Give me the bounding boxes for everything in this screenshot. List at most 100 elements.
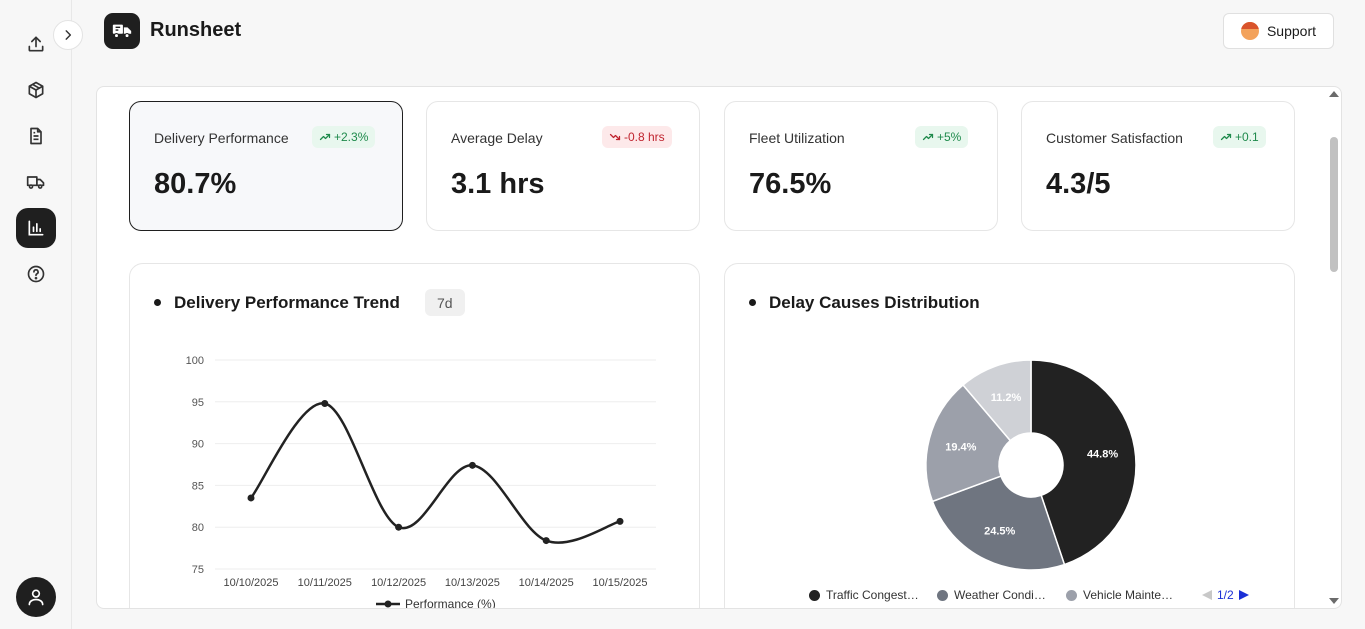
trend-up-icon bbox=[1220, 133, 1232, 141]
data-point bbox=[468, 461, 476, 469]
x-tick-label: 10/14/2025 bbox=[519, 577, 574, 589]
pie-slice bbox=[925, 383, 1012, 503]
y-tick-label: 75 bbox=[192, 564, 204, 576]
legend-swatch bbox=[937, 589, 948, 601]
kpi-card-average-delay[interactable]: Average Delay -0.8 hrs 3.1 hrs bbox=[426, 101, 700, 231]
sidebar-item-upload[interactable] bbox=[16, 24, 56, 64]
app-title: Runsheet bbox=[150, 19, 242, 41]
y-tick-label: 85 bbox=[192, 480, 204, 492]
user-avatar[interactable] bbox=[16, 577, 56, 617]
kpi-change-badge: +5% bbox=[915, 126, 969, 148]
package-icon bbox=[28, 81, 44, 99]
legend-swatch bbox=[1066, 589, 1077, 601]
kpi-change-badge: +0.1 bbox=[1213, 126, 1266, 148]
kpi-value: 4.3/5 bbox=[1046, 168, 1111, 200]
panel-scrollbar[interactable] bbox=[1327, 87, 1341, 608]
kpi-card-delivery-performance[interactable]: Delivery Performance +2.3% 80.7% bbox=[129, 101, 403, 231]
pager-label: 1/2 bbox=[1217, 588, 1234, 602]
sidebar-item-fleet[interactable] bbox=[16, 162, 56, 202]
slice-label: 19.4% bbox=[945, 442, 976, 454]
kpi-label: Delivery Performance bbox=[154, 130, 289, 146]
kpi-change-badge: -0.8 hrs bbox=[602, 126, 672, 148]
pager-prev-icon[interactable] bbox=[1201, 589, 1213, 601]
slice-label: 44.8% bbox=[1087, 448, 1118, 460]
delivery-performance-line-chart: 100 95 90 85 80 75 10/10/2025 10/11/2025 10/12/2… bbox=[186, 355, 656, 609]
sidebar-item-documents[interactable] bbox=[16, 116, 56, 156]
slice-label: 11.2% bbox=[991, 392, 1022, 404]
legend-pager: 1/2 bbox=[1201, 588, 1250, 602]
kpi-value: 76.5% bbox=[749, 168, 832, 200]
y-tick-label: 100 bbox=[186, 355, 204, 367]
legend-label: Performance (%) bbox=[405, 597, 496, 609]
y-tick-label: 95 bbox=[192, 397, 204, 409]
series-line-performance bbox=[250, 402, 621, 544]
legend-label: Traffic Congest… bbox=[826, 588, 919, 602]
kpi-change: +0.1 bbox=[1235, 130, 1259, 144]
sidebar-item-packages[interactable] bbox=[16, 70, 56, 110]
user-icon bbox=[28, 589, 44, 606]
support-avatar-icon bbox=[1240, 22, 1259, 40]
scroll-thumb[interactable] bbox=[1330, 137, 1338, 272]
card-title: Delay Causes Distribution bbox=[769, 293, 980, 312]
x-tick-label: 10/13/2025 bbox=[445, 577, 500, 589]
trend-down-icon bbox=[609, 133, 621, 141]
data-point bbox=[616, 517, 624, 525]
kpi-card-fleet-utilization[interactable]: Fleet Utilization +5% 76.5% bbox=[724, 101, 998, 231]
pie-slice bbox=[961, 359, 1032, 442]
trend-up-icon bbox=[922, 133, 934, 141]
kpi-label: Customer Satisfaction bbox=[1046, 130, 1183, 146]
pie-legend-item[interactable]: Vehicle Mainte… bbox=[1066, 588, 1173, 602]
support-button[interactable]: Support bbox=[1223, 13, 1334, 49]
slice-label: 24.5% bbox=[984, 525, 1015, 537]
sidebar bbox=[0, 0, 72, 629]
x-tick-label: 10/11/2025 bbox=[298, 577, 352, 589]
y-tick-label: 90 bbox=[192, 439, 204, 451]
x-tick-label: 10/12/2025 bbox=[371, 577, 426, 589]
sidebar-item-analytics[interactable] bbox=[16, 208, 56, 248]
sidebar-item-help[interactable] bbox=[16, 254, 56, 294]
pie-slice bbox=[931, 475, 1066, 571]
pie-legend-item[interactable]: Traffic Congest… bbox=[809, 588, 919, 602]
delivery-trend-card: Delivery Performance Trend 7d 100 95 90 85 8… bbox=[129, 263, 700, 609]
help-icon bbox=[27, 265, 45, 283]
scroll-up-arrow[interactable] bbox=[1329, 91, 1339, 97]
legend-label: Weather Condi… bbox=[954, 588, 1046, 602]
data-point bbox=[247, 494, 255, 502]
trend-up-icon bbox=[319, 133, 331, 141]
app-logo bbox=[104, 13, 140, 49]
x-tick-label: 10/15/2025 bbox=[592, 577, 647, 589]
pie-slice bbox=[1030, 359, 1137, 566]
chevron-right-icon bbox=[65, 30, 72, 40]
legend-marker bbox=[384, 600, 392, 608]
delay-causes-pie-chart: 44.8% 24.5% 19.4% 11.2% bbox=[925, 359, 1137, 571]
pie-legend-item[interactable]: Weather Condi… bbox=[937, 588, 1046, 602]
truck-icon bbox=[26, 176, 45, 189]
kpi-value: 3.1 hrs bbox=[451, 168, 545, 200]
pager-next-icon[interactable] bbox=[1238, 589, 1250, 601]
kpi-change-badge: +2.3% bbox=[312, 126, 376, 148]
kpi-label: Fleet Utilization bbox=[749, 130, 845, 146]
kpi-change: +2.3% bbox=[334, 130, 369, 144]
delay-causes-card: Delay Causes Distribution 44.8% 24.5% 19.4… bbox=[724, 263, 1295, 608]
card-title: Delivery Performance Trend bbox=[174, 293, 400, 312]
kpi-value: 80.7% bbox=[154, 168, 237, 200]
card-title-dot bbox=[154, 299, 161, 306]
range-selector[interactable]: 7d bbox=[425, 289, 465, 316]
support-label: Support bbox=[1266, 23, 1317, 39]
delivery-truck-icon bbox=[112, 24, 132, 39]
bar-chart-icon bbox=[28, 220, 44, 236]
sidebar-collapse-button[interactable] bbox=[53, 20, 83, 50]
data-point bbox=[321, 399, 329, 407]
upload-icon bbox=[28, 36, 44, 52]
legend-swatch bbox=[809, 589, 820, 601]
kpi-change: +5% bbox=[937, 130, 962, 144]
kpi-card-customer-satisfaction[interactable]: Customer Satisfaction +0.1 4.3/5 bbox=[1021, 101, 1295, 231]
data-point bbox=[542, 537, 550, 545]
legend-label: Vehicle Mainte… bbox=[1083, 588, 1174, 602]
card-title-dot bbox=[749, 299, 756, 306]
document-icon bbox=[30, 127, 42, 145]
scroll-down-arrow[interactable] bbox=[1329, 598, 1339, 604]
kpi-label: Average Delay bbox=[451, 130, 543, 146]
y-tick-label: 80 bbox=[192, 522, 204, 534]
kpi-change: -0.8 hrs bbox=[624, 130, 665, 144]
